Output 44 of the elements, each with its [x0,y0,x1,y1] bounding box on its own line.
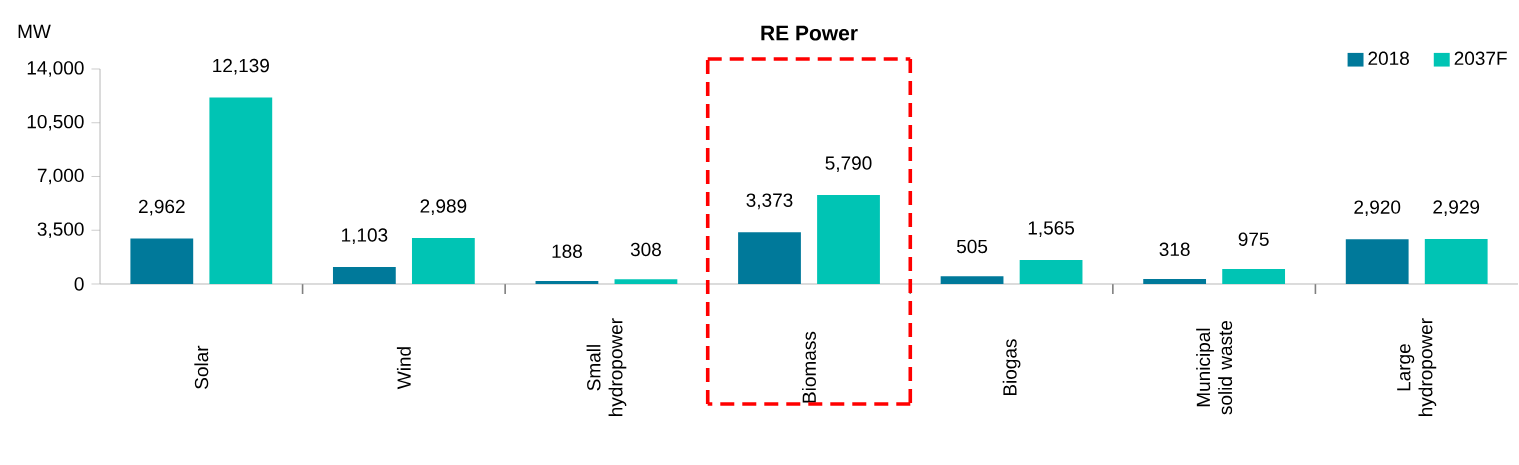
bar [209,97,273,284]
y-axis-title: MW [18,24,51,38]
x-tick-label: Biogas [1002,339,1021,396]
bar [1424,239,1488,284]
y-tick-label: 10,500 [27,114,84,131]
bar [1345,239,1409,284]
bar [332,267,396,284]
data-label: 2,929 [1433,200,1480,216]
chart-title: RE Power [761,25,858,41]
data-label: 1,103 [342,228,388,244]
x-tick-label: Large hydropower [1397,318,1437,416]
y-tick-label: 3,500 [37,222,84,239]
y-tick-label: 7,000 [37,168,84,185]
data-label: 5,790 [825,156,872,173]
x-tick-label: Municipal solid waste [1196,320,1233,415]
bar [535,281,599,284]
data-label: 308 [630,242,661,257]
data-label: 318 [1159,242,1190,257]
x-tick-label: Biomass [802,331,816,403]
bar [817,195,880,284]
bar [940,276,1004,284]
legend-label: 2018 [1368,51,1409,66]
bar [738,232,801,284]
x-tick-label: Solar [194,345,209,389]
bar [614,279,678,284]
data-label: 2,989 [420,199,467,216]
bar [1143,279,1207,284]
data-label: 505 [956,239,988,254]
bar [130,238,194,284]
legend-label: 2037F [1454,51,1507,66]
x-tick-label: Small hydropower [586,318,627,416]
bar [1019,259,1083,284]
data-label: 1,565 [1028,221,1075,237]
data-label: 2,962 [138,199,185,216]
bar [411,238,475,284]
data-label: 3,373 [746,193,793,210]
data-label: 2,920 [1354,200,1401,217]
y-tick-label: 14,000 [27,61,84,77]
y-tick-label: 0 [74,277,84,291]
x-tick-label: Wind [396,347,411,390]
data-label: 188 [552,244,582,259]
data-label: 975 [1238,232,1269,246]
bar [1222,269,1286,284]
data-label: 12,139 [213,58,269,75]
